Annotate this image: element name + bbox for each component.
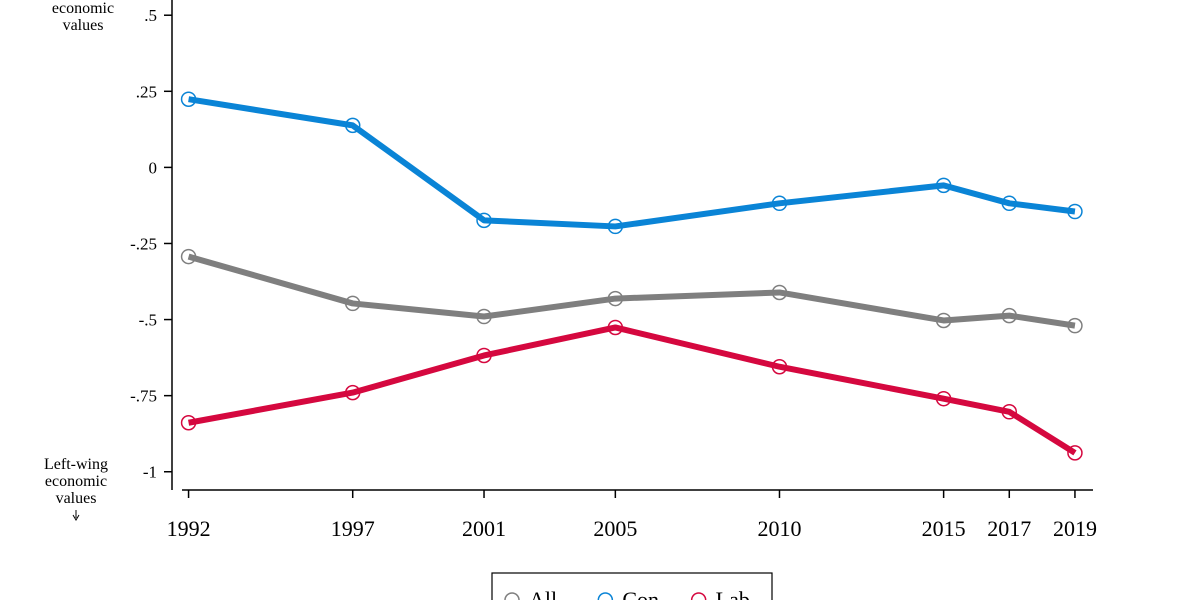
x-tick-label: 2001 <box>462 516 506 541</box>
y-tick-label: -1 <box>143 463 157 482</box>
series-line <box>188 96 1076 230</box>
y-top-label: economic <box>52 0 114 17</box>
y-tick-label: -.75 <box>130 387 157 406</box>
point-marker <box>935 312 952 329</box>
y-tick-label: .25 <box>136 82 157 101</box>
point-marker <box>1067 317 1083 334</box>
x-tick-label: 2015 <box>922 516 966 541</box>
point-marker <box>476 347 492 364</box>
point-marker <box>476 308 492 325</box>
y-bottom-label: values <box>56 490 97 507</box>
legend-marker <box>690 592 707 600</box>
point-marker <box>1001 307 1018 324</box>
series-line <box>187 253 1076 329</box>
legend-marker <box>504 592 520 600</box>
point-marker <box>180 414 197 431</box>
x-tick-label: 2010 <box>757 516 801 541</box>
x-tick-label: 2019 <box>1053 516 1097 541</box>
point-marker <box>344 295 361 312</box>
point-marker <box>476 212 492 229</box>
point-marker <box>1001 404 1018 420</box>
x-tick-label: 1997 <box>331 516 375 541</box>
point-marker <box>935 390 952 407</box>
point-marker <box>607 290 624 307</box>
x-tick-label: 2017 <box>987 516 1031 541</box>
y-tick-label: .5 <box>144 6 157 25</box>
y-top-label: values <box>63 17 104 34</box>
x-tick-label: 2005 <box>593 516 637 541</box>
point-marker <box>180 248 197 265</box>
y-tick-label: -.25 <box>130 234 157 253</box>
point-marker <box>771 195 788 212</box>
x-tick-label: 1992 <box>167 516 211 541</box>
point-marker <box>1067 445 1083 461</box>
down-arrow <box>72 510 80 521</box>
point-marker <box>771 284 788 301</box>
y-bottom-label: Left-wing <box>44 456 108 473</box>
point-marker <box>1067 203 1083 220</box>
point-marker <box>344 117 361 134</box>
point-marker <box>607 319 624 336</box>
legend: All Con Lab <box>491 572 773 600</box>
point-marker <box>344 384 361 401</box>
legend-marker <box>597 592 614 600</box>
legend-label: All <box>529 587 557 600</box>
legend-label: Lab <box>716 587 750 600</box>
point-marker <box>180 91 197 107</box>
legend-label: Con <box>622 587 659 600</box>
point-marker <box>771 358 788 375</box>
y-tick-label: -.5 <box>139 311 157 330</box>
point-marker <box>607 218 624 235</box>
y-bottom-label: economic <box>45 473 107 490</box>
point-marker <box>1001 195 1018 212</box>
y-tick-label: 0 <box>149 158 158 177</box>
point-marker <box>935 177 952 194</box>
legend-box <box>491 572 773 600</box>
series-line <box>188 324 1077 456</box>
